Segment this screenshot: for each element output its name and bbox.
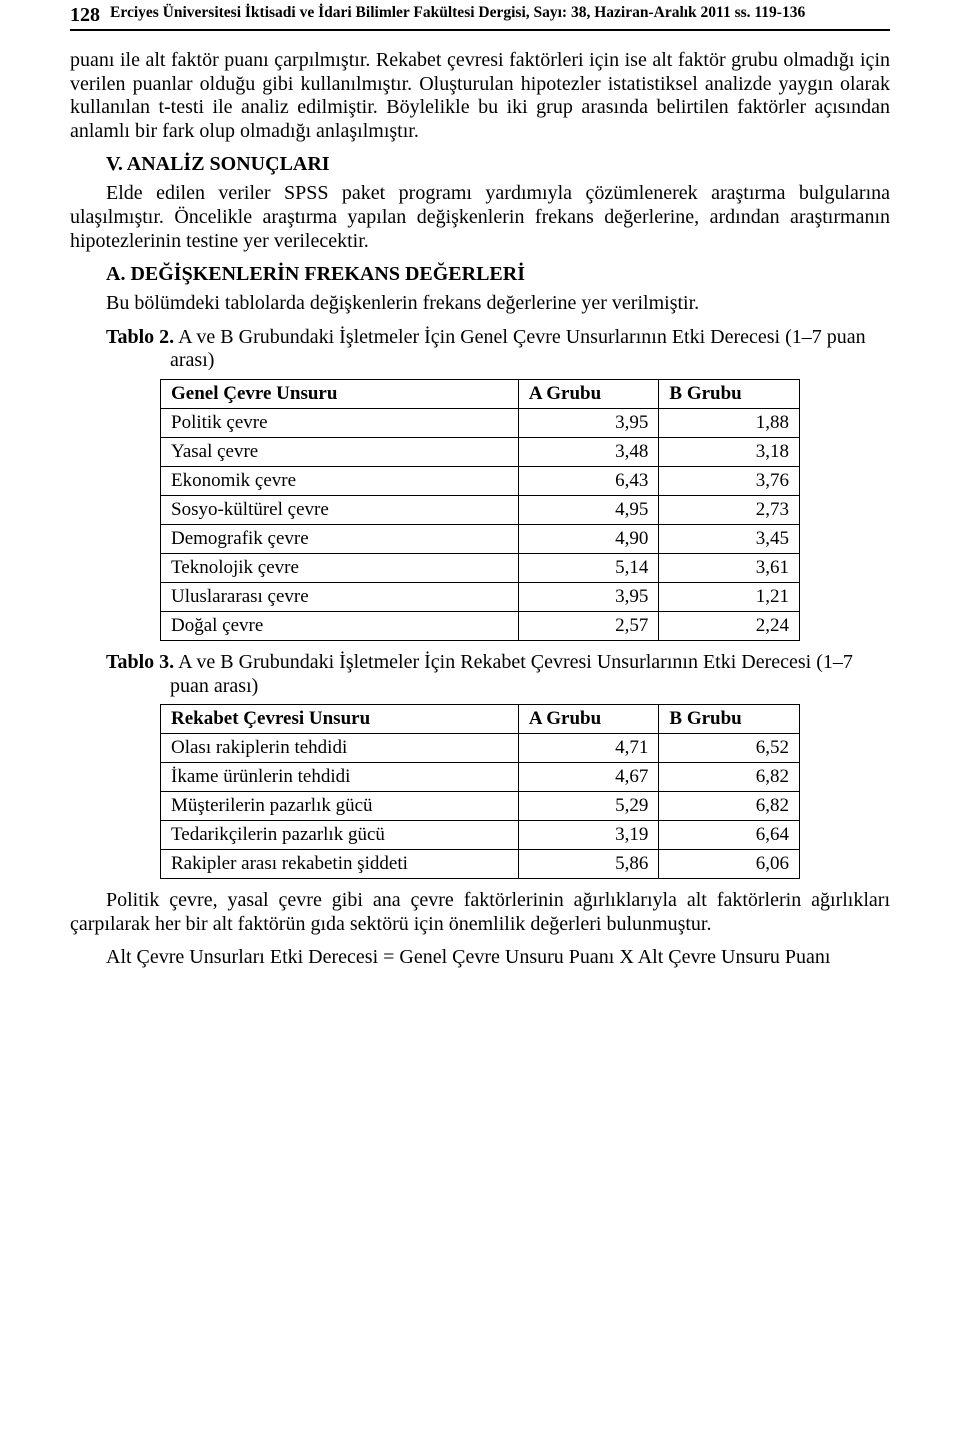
table-row: Ekonomik çevre 6,43 3,76 <box>161 466 800 495</box>
table-row: Tedarikçilerin pazarlık gücü 3,19 6,64 <box>161 821 800 850</box>
table-cell: Müşterilerin pazarlık gücü <box>161 792 519 821</box>
subsection-heading: A. DEĞİŞKENLERİN FREKANS DEĞERLERİ <box>106 263 890 286</box>
table-cell: 5,14 <box>518 553 659 582</box>
table-header-cell: Genel Çevre Unsuru <box>161 379 519 408</box>
table-cell: 6,06 <box>659 850 800 879</box>
table-cell: Uluslararası çevre <box>161 582 519 611</box>
table-cell: Teknolojik çevre <box>161 553 519 582</box>
table-cell: 3,19 <box>518 821 659 850</box>
body-paragraph: Alt Çevre Unsurları Etki Derecesi = Gene… <box>70 946 890 970</box>
table-cell: 5,29 <box>518 792 659 821</box>
table-row: Olası rakiplerin tehdidi 4,71 6,52 <box>161 734 800 763</box>
table-cell: 3,95 <box>518 582 659 611</box>
table-cell: 5,86 <box>518 850 659 879</box>
table-cell: 3,76 <box>659 466 800 495</box>
table-header-row: Rekabet Çevresi Unsuru A Grubu B Grubu <box>161 705 800 734</box>
table-cell: 1,21 <box>659 582 800 611</box>
table-header-cell: A Grubu <box>518 705 659 734</box>
table-caption: Tablo 2. A ve B Grubundaki İşletmeler İç… <box>106 326 890 373</box>
table-cell: 6,82 <box>659 792 800 821</box>
table-row: Politik çevre 3,95 1,88 <box>161 408 800 437</box>
table-header-cell: A Grubu <box>518 379 659 408</box>
running-header: 128 Erciyes Üniversitesi İktisadi ve İda… <box>70 0 890 31</box>
table-rekabet-cevresi: Rekabet Çevresi Unsuru A Grubu B Grubu O… <box>160 704 800 879</box>
table-cell: Sosyo-kültürel çevre <box>161 495 519 524</box>
table-caption-rest: A ve B Grubundaki İşletmeler İçin Genel … <box>170 326 866 372</box>
table-row: Uluslararası çevre 3,95 1,21 <box>161 582 800 611</box>
table-caption-rest: A ve B Grubundaki İşletmeler İçin Rekabe… <box>170 651 853 697</box>
table-row: Yasal çevre 3,48 3,18 <box>161 437 800 466</box>
table-caption-lead: Tablo 3. <box>106 651 174 673</box>
table-cell: Tedarikçilerin pazarlık gücü <box>161 821 519 850</box>
table-row: Rakipler arası rekabetin şiddeti 5,86 6,… <box>161 850 800 879</box>
table-row: Müşterilerin pazarlık gücü 5,29 6,82 <box>161 792 800 821</box>
body-paragraph: Elde edilen veriler SPSS paket programı … <box>70 182 890 253</box>
table-row: Demografik çevre 4,90 3,45 <box>161 524 800 553</box>
journal-title: Erciyes Üniversitesi İktisadi ve İdari B… <box>110 0 805 23</box>
table-header-cell: B Grubu <box>659 705 800 734</box>
table-cell: 4,95 <box>518 495 659 524</box>
table-header-cell: Rekabet Çevresi Unsuru <box>161 705 519 734</box>
page: 128 Erciyes Üniversitesi İktisadi ve İda… <box>0 0 960 1020</box>
table-cell: 4,71 <box>518 734 659 763</box>
table-cell: 2,57 <box>518 611 659 640</box>
table-genel-cevre: Genel Çevre Unsuru A Grubu B Grubu Polit… <box>160 379 800 641</box>
table-cell: 6,82 <box>659 763 800 792</box>
table-cell: 1,88 <box>659 408 800 437</box>
table-cell: 4,90 <box>518 524 659 553</box>
table-cell: Doğal çevre <box>161 611 519 640</box>
table-cell: Yasal çevre <box>161 437 519 466</box>
table-caption-lead: Tablo 2. <box>106 326 174 348</box>
table-header-cell: B Grubu <box>659 379 800 408</box>
table-cell: Politik çevre <box>161 408 519 437</box>
page-number: 128 <box>70 0 110 27</box>
section-heading: V. ANALİZ SONUÇLARI <box>106 153 890 176</box>
table-cell: Olası rakiplerin tehdidi <box>161 734 519 763</box>
table-cell: 2,73 <box>659 495 800 524</box>
table-cell: 3,18 <box>659 437 800 466</box>
table-cell: 3,61 <box>659 553 800 582</box>
table-cell: İkame ürünlerin tehdidi <box>161 763 519 792</box>
table-row: Teknolojik çevre 5,14 3,61 <box>161 553 800 582</box>
table-cell: Rakipler arası rekabetin şiddeti <box>161 850 519 879</box>
table-row: Doğal çevre 2,57 2,24 <box>161 611 800 640</box>
body-paragraph: Bu bölümdeki tablolarda değişkenlerin fr… <box>70 292 890 316</box>
table-cell: Demografik çevre <box>161 524 519 553</box>
body-paragraph: Politik çevre, yasal çevre gibi ana çevr… <box>70 889 890 936</box>
table-header-row: Genel Çevre Unsuru A Grubu B Grubu <box>161 379 800 408</box>
table-caption: Tablo 3. A ve B Grubundaki İşletmeler İç… <box>106 651 890 698</box>
table-cell: Ekonomik çevre <box>161 466 519 495</box>
table-cell: 3,95 <box>518 408 659 437</box>
table-cell: 4,67 <box>518 763 659 792</box>
table-cell: 3,45 <box>659 524 800 553</box>
table-cell: 6,43 <box>518 466 659 495</box>
table-cell: 3,48 <box>518 437 659 466</box>
table-row: Sosyo-kültürel çevre 4,95 2,73 <box>161 495 800 524</box>
table-cell: 6,52 <box>659 734 800 763</box>
body-paragraph: puanı ile alt faktör puanı çarpılmıştır.… <box>70 49 890 143</box>
table-cell: 2,24 <box>659 611 800 640</box>
table-cell: 6,64 <box>659 821 800 850</box>
table-row: İkame ürünlerin tehdidi 4,67 6,82 <box>161 763 800 792</box>
